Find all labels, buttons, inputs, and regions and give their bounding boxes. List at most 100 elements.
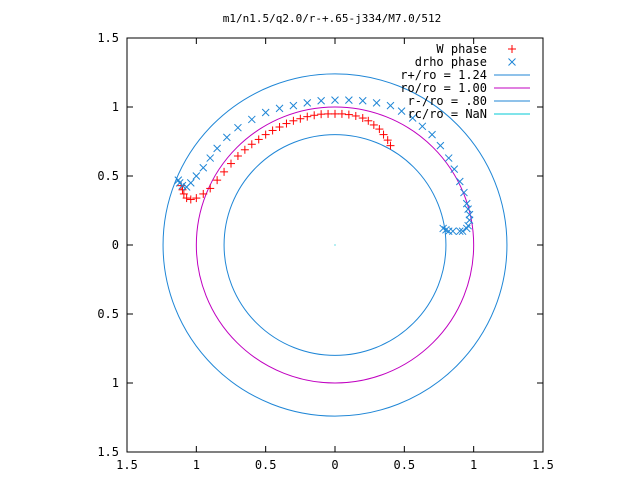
y-tick-label: 1.5	[97, 31, 119, 45]
w-phase-point	[186, 195, 195, 204]
cross-b	[464, 221, 472, 230]
y-tick-label: 0	[112, 238, 119, 252]
w-phase-point	[296, 114, 305, 123]
drho-phase-point	[460, 188, 468, 197]
drho-phase-point	[182, 183, 191, 191]
w-phase-point	[310, 111, 319, 120]
w-phase-point	[182, 194, 191, 203]
x-tick-label: 0.5	[393, 458, 415, 472]
w-phase-point	[364, 116, 373, 125]
w-phase-point	[303, 112, 312, 121]
drho-phase-point	[386, 101, 395, 110]
drho-phase-point	[442, 225, 450, 234]
center-point	[334, 244, 336, 246]
w-phase-point	[254, 135, 263, 144]
w-phase-point	[375, 125, 384, 134]
w-phase-point	[240, 145, 249, 154]
w-phase-point	[247, 140, 256, 149]
drho-phase-point	[462, 224, 471, 233]
w-phase-point	[508, 45, 516, 53]
w-phase-point	[268, 126, 277, 135]
cross-b	[247, 115, 256, 124]
w-phase-point	[369, 120, 378, 129]
w-phase-point	[358, 114, 367, 123]
drho-phase-point	[247, 115, 256, 124]
x-tick-label: 0.5	[255, 458, 277, 472]
cross-b	[455, 177, 464, 186]
circle-layer	[162, 73, 508, 417]
drho-phase-point	[213, 144, 221, 153]
w-phase-point	[386, 141, 395, 150]
cross-b	[213, 144, 221, 153]
y-tick-label: 1	[112, 376, 119, 390]
x-tick-label: 1.5	[116, 458, 138, 472]
drho-phase-point	[408, 114, 417, 122]
drho-phase-point	[464, 221, 472, 230]
drho-phase-point	[439, 224, 448, 233]
x-tick-label: 0	[331, 458, 338, 472]
w-phase-point	[324, 109, 333, 118]
w-phase-point	[289, 116, 298, 125]
w-phase-point	[233, 151, 242, 160]
w-phase-point	[261, 130, 270, 139]
cross-b	[372, 99, 381, 107]
circle-r-1-24	[162, 73, 508, 417]
x-tick-label: 1	[470, 458, 477, 472]
drho-phase-point	[444, 154, 453, 162]
drho-phase-point	[444, 227, 453, 236]
drho-phase-point	[303, 99, 312, 107]
drho-phase-point	[234, 123, 242, 132]
w-phase-point	[344, 110, 353, 119]
cross-b	[460, 188, 468, 197]
w-phase-point	[220, 167, 229, 176]
drho-phase-point	[317, 96, 325, 105]
legend-label: r-/ro = .80	[408, 94, 487, 108]
cross-b	[234, 123, 242, 132]
x-tick-label: 1.5	[532, 458, 554, 472]
cross-b	[345, 96, 353, 104]
cross-b	[439, 224, 448, 233]
cross-b	[358, 96, 367, 105]
drho-phase-point	[289, 101, 298, 110]
x-tick-label: 1	[193, 458, 200, 472]
drho-phase-point	[455, 177, 464, 186]
w-phase-point	[206, 184, 215, 193]
legend-label: W phase	[436, 42, 487, 56]
cross-b	[450, 165, 459, 173]
cross-b	[174, 176, 183, 184]
cross-b	[508, 58, 516, 66]
drho-phase-point	[174, 176, 183, 184]
drho-phase-point	[345, 96, 353, 104]
tick-layer: 1.5 1 0.5 0 0.5 1 1.51.510.500.511.5	[97, 31, 554, 472]
legend-label: ro/ro = 1.00	[400, 81, 487, 95]
cross-b	[206, 154, 215, 162]
cross-b	[386, 101, 395, 110]
cross-b	[408, 114, 417, 122]
cross-b	[261, 108, 270, 117]
w-phase-point	[213, 176, 222, 185]
w-phase-point	[379, 130, 388, 139]
w-phase-point	[383, 136, 392, 145]
circle-r-1	[195, 106, 475, 384]
cross-b	[462, 199, 471, 208]
drho-phase-point	[199, 163, 208, 172]
cross-b	[444, 227, 453, 236]
w-phase-point	[317, 110, 326, 119]
drho-phase-point	[418, 122, 427, 131]
drho-phase-point	[331, 96, 339, 104]
drho-phase-point	[206, 154, 215, 162]
cross-b	[444, 154, 453, 162]
w-phase-point	[178, 185, 187, 194]
cross-b	[303, 99, 312, 107]
drho-phase-point	[261, 108, 270, 117]
cross-b	[436, 141, 445, 150]
w-phase-point	[227, 159, 235, 168]
cross-b	[331, 96, 339, 104]
cross-b	[199, 163, 208, 172]
cross-b	[442, 225, 450, 234]
y-tick-label: 0.5	[97, 169, 119, 183]
cross-b	[222, 133, 231, 142]
